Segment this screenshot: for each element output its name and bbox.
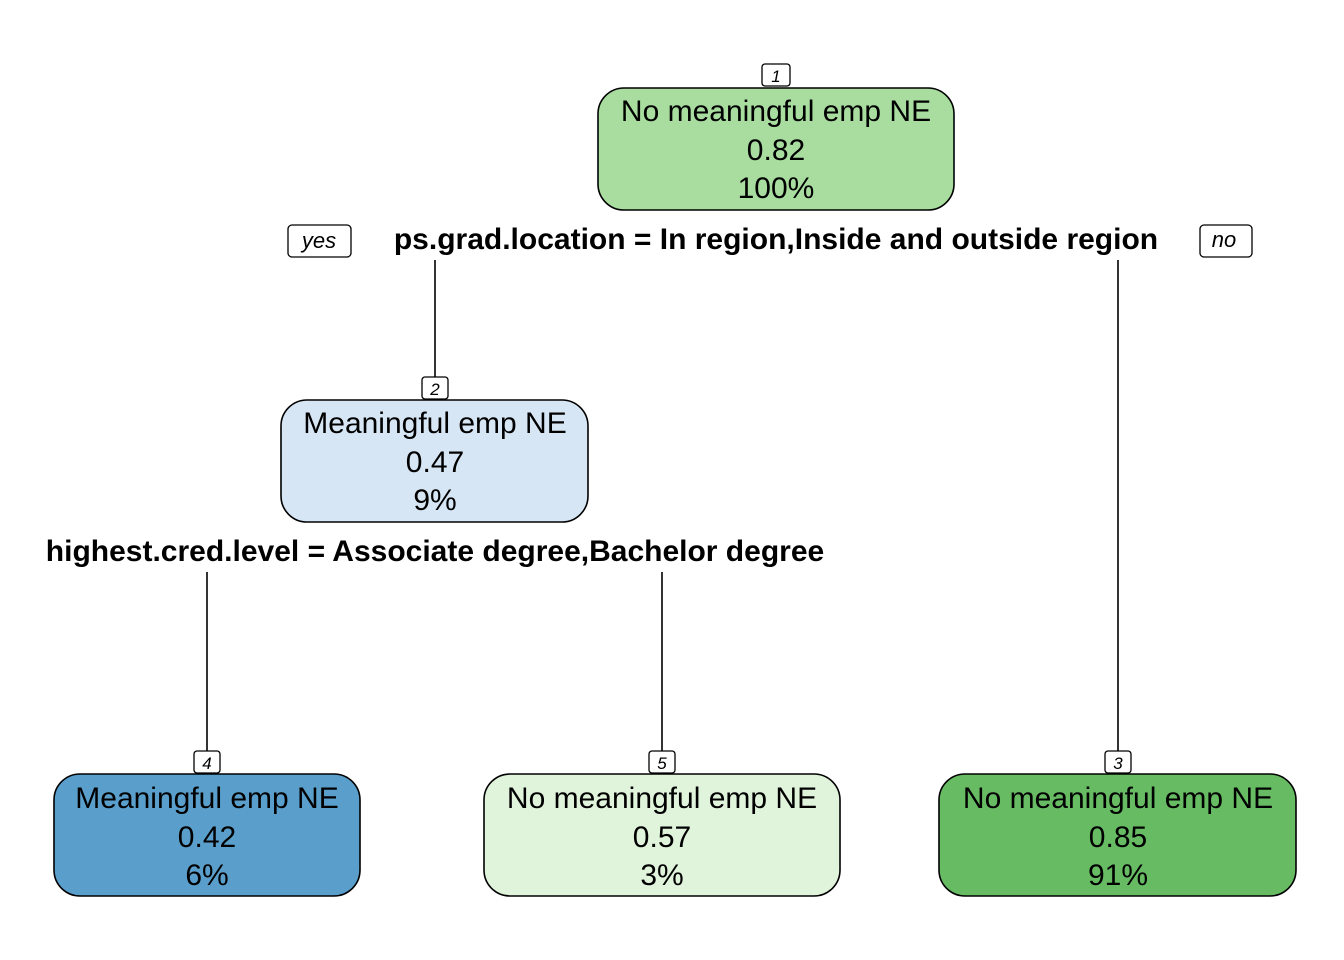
node-id: 5	[657, 754, 667, 773]
node-class-label: No meaningful emp NE	[507, 782, 817, 815]
node-box	[53, 773, 361, 897]
node-percentage: 91%	[1088, 859, 1148, 892]
node-percentage: 3%	[640, 859, 683, 892]
node-id-badge	[1104, 750, 1132, 774]
node-box	[483, 773, 841, 897]
no-badge	[1199, 224, 1253, 258]
node-id: 2	[429, 380, 440, 399]
no-label: no	[1212, 227, 1236, 252]
node-4: 4 Meaningful emp NE 0.42 6%	[53, 750, 361, 897]
yes-badge	[287, 224, 352, 258]
node-percentage: 6%	[185, 859, 228, 892]
node-id: 1	[771, 67, 780, 86]
node-percentage: 100%	[738, 172, 815, 205]
node-box	[597, 87, 955, 211]
node-id-badge	[193, 750, 221, 774]
split-condition: ps.grad.location = In region,Inside and …	[394, 223, 1158, 256]
tree-edges	[206, 260, 1119, 752]
node-probability: 0.57	[633, 821, 691, 854]
node-probability: 0.85	[1089, 821, 1147, 854]
node-id-badge	[421, 376, 449, 400]
node-box	[938, 773, 1297, 897]
node-box	[280, 399, 589, 523]
node-probability: 0.47	[406, 446, 464, 479]
node-class-label: Meaningful emp NE	[303, 407, 566, 440]
node-probability: 0.42	[178, 821, 236, 854]
node-id-badge	[648, 750, 676, 774]
node-id-badge	[761, 63, 791, 87]
yes-label: yes	[300, 228, 336, 253]
node-3: 3 No meaningful emp NE 0.85 91%	[938, 750, 1297, 897]
node-percentage: 9%	[413, 484, 456, 517]
node-id: 4	[202, 754, 211, 773]
node-2: 2 Meaningful emp NE 0.47 9%	[280, 376, 589, 523]
node2-split-condition: highest.cred.level = Associate degree,Ba…	[46, 535, 824, 568]
node-5: 5 No meaningful emp NE 0.57 3%	[483, 750, 841, 897]
node-class-label: No meaningful emp NE	[621, 95, 931, 128]
node-class-label: Meaningful emp NE	[75, 782, 338, 815]
node-1: 1 No meaningful emp NE 0.82 100%	[597, 63, 955, 211]
node-class-label: No meaningful emp NE	[963, 782, 1273, 815]
node-probability: 0.82	[747, 134, 805, 167]
node-id: 3	[1113, 754, 1123, 773]
root-split: yes ps.grad.location = In region,Inside …	[287, 223, 1253, 258]
